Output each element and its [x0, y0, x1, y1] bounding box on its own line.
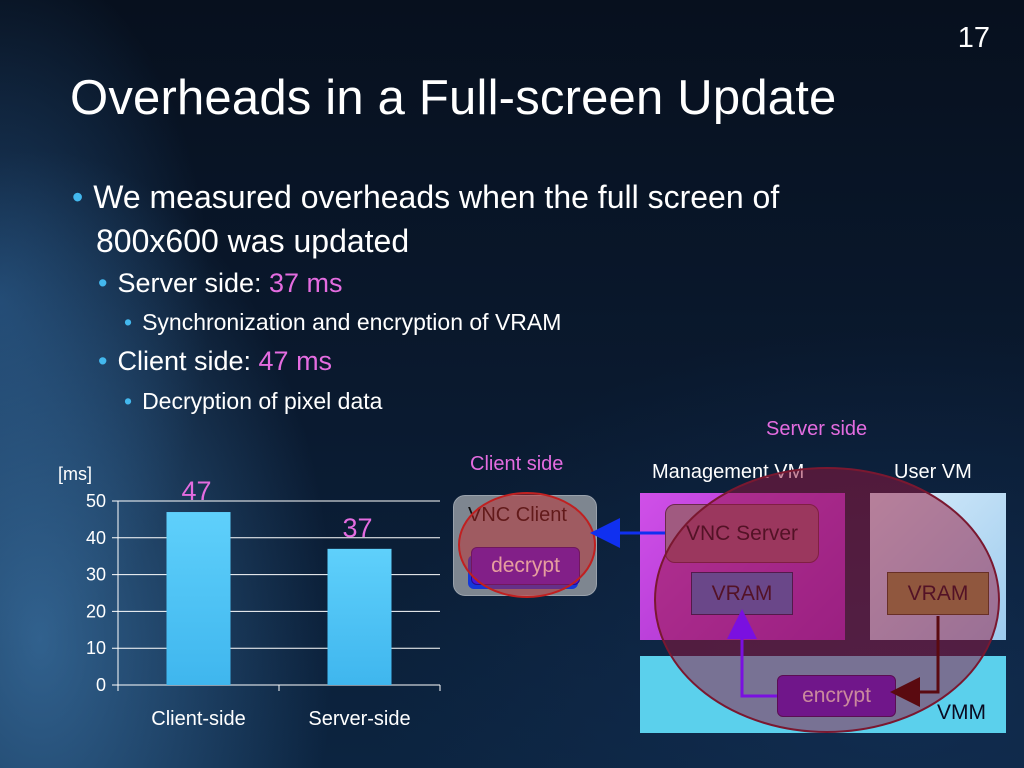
- client-side-label: Client side: [470, 453, 564, 475]
- chart-unit-label: [ms]: [58, 464, 92, 484]
- chart-category-label: Client-side: [151, 708, 245, 730]
- slide-title: Overheads in a Full-screen Update: [70, 71, 837, 125]
- bullet-dot: •: [98, 346, 108, 376]
- server-side-ellipse: [654, 467, 1000, 733]
- bullet-dot: •: [72, 179, 84, 215]
- bullet-dot: •: [124, 388, 133, 414]
- arrow-encrypt-to-vram: [727, 609, 777, 698]
- chart-value-labels: 47 37: [181, 476, 372, 543]
- chart-y-ticks: 0 10 20 30 40 50: [86, 491, 106, 695]
- chart-value-label: 37: [342, 513, 372, 543]
- chart-bar-client-side: [166, 512, 231, 685]
- chart-y-tick-label: 10: [86, 638, 106, 658]
- chart-y-tick-label: 20: [86, 601, 106, 621]
- vmm-label: VMM: [937, 701, 986, 724]
- bullet-server-value: 37 ms: [269, 268, 343, 298]
- chart-y-tick-label: 40: [86, 528, 106, 548]
- chart-bars: [166, 512, 392, 685]
- bullet-client-value: 47 ms: [258, 346, 333, 376]
- arrow-vram-to-encrypt: [890, 616, 940, 707]
- chart-y-tick-label: 50: [86, 491, 106, 511]
- decrypt-box: decrypt: [471, 547, 580, 585]
- bullet-main: • We measured overheads when the full sc…: [72, 175, 779, 219]
- bullet-server-label: Server side:: [117, 268, 270, 298]
- bullet-client-detail: • Decryption of pixel data: [124, 388, 382, 415]
- bullet-client: • Client side: 47 ms: [98, 346, 332, 377]
- chart-y-tick-label: 0: [96, 675, 106, 695]
- chart-y-tick-label: 30: [86, 565, 106, 585]
- server-side-label: Server side: [766, 418, 868, 440]
- client-side-ellipse: [458, 492, 596, 598]
- bullet-main-continued: 800x600 was updated: [96, 219, 409, 263]
- chart-category-label: Server-side: [308, 708, 410, 730]
- bullet-main-line2: 800x600 was updated: [96, 223, 410, 259]
- bullet-main-line1: We measured overheads when the full scre…: [93, 179, 780, 215]
- chart-bar-server-side: [327, 548, 392, 685]
- bullet-dot: •: [124, 309, 133, 335]
- chart-value-label: 47: [181, 476, 211, 506]
- slide-number: 17: [957, 22, 990, 54]
- bullet-server: • Server side: 37 ms: [98, 268, 343, 299]
- bullet-client-label: Client side:: [117, 346, 259, 376]
- bullet-server-detail: • Synchronization and encryption of VRAM: [124, 309, 561, 336]
- vnc-client-label: VNC Client: [468, 504, 567, 527]
- decrypt-label: decrypt: [491, 554, 560, 578]
- chart-category-labels: Client-side Server-side: [151, 708, 410, 730]
- bullet-client-detail-text: Decryption of pixel data: [142, 388, 383, 414]
- bullet-dot: •: [98, 268, 108, 298]
- user-vm-label: User VM: [894, 461, 972, 483]
- bullet-server-detail-text: Synchronization and encryption of VRAM: [142, 309, 562, 335]
